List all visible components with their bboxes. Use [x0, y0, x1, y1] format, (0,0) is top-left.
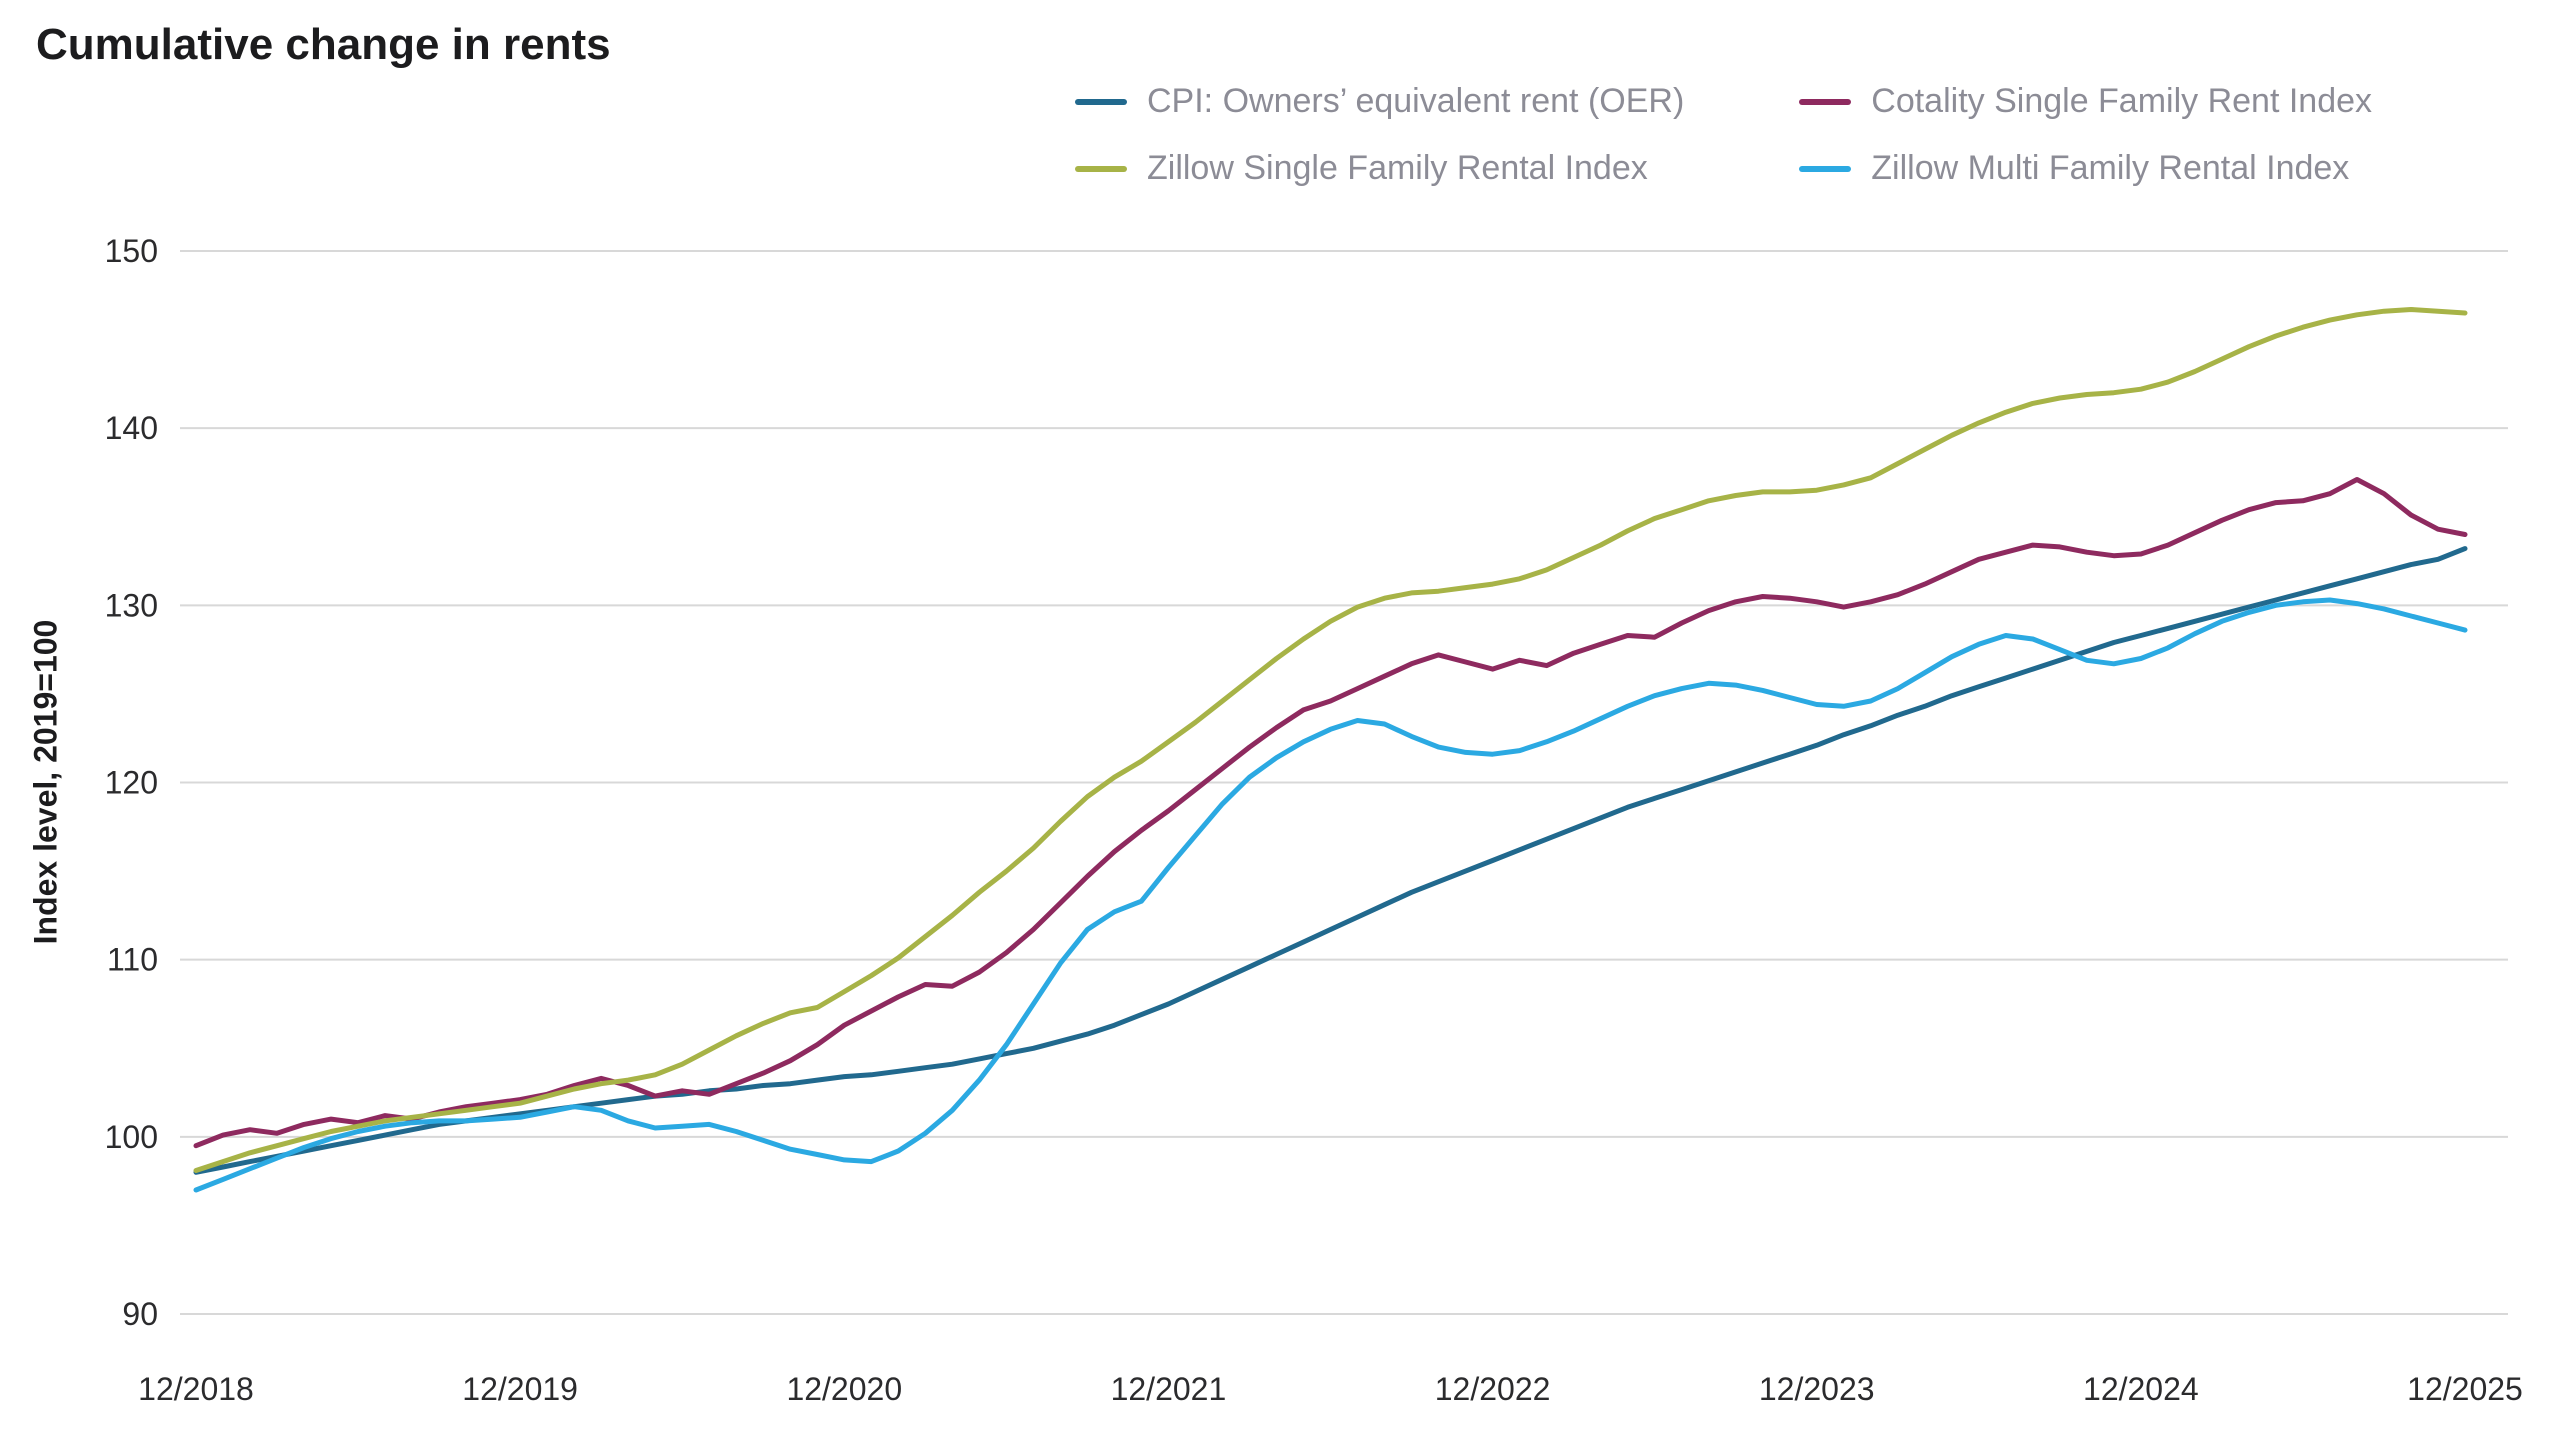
x-tick-label: 12/2022 [1435, 1371, 1551, 1407]
x-tick-label: 12/2019 [462, 1371, 578, 1407]
legend-item-3: Zillow Multi Family Rental Index [1799, 149, 2372, 188]
y-tick-label: 150 [105, 233, 158, 269]
x-tick-label: 12/2024 [2083, 1371, 2199, 1407]
legend-item-1: Cotality Single Family Rent Index [1799, 82, 2372, 121]
legend-label: Cotality Single Family Rent Index [1871, 82, 2373, 120]
series-line-3 [193, 597, 2468, 1193]
legend-line-swatch [1799, 165, 1852, 172]
x-tick-label: 12/2023 [1759, 1371, 1875, 1407]
y-tick-label: 90 [122, 1296, 158, 1332]
legend-line-swatch [1075, 98, 1127, 105]
chart-title: Cumulative change in rents [36, 20, 611, 69]
y-tick-label: 110 [107, 942, 158, 978]
series-line-0 [193, 546, 2468, 1175]
legend-label: CPI: Owners’ equivalent rent (OER) [1147, 82, 1685, 120]
legend-item-2: Zillow Single Family Rental Index [1075, 149, 1684, 188]
y-tick-label: 140 [105, 410, 158, 446]
legend: CPI: Owners’ equivalent rent (OER) Cotali… [1075, 82, 2372, 188]
series-line-1 [193, 477, 2468, 1149]
legend-line-swatch [1075, 165, 1127, 172]
x-tick-label: 12/2020 [786, 1371, 902, 1407]
legend-label: Zillow Multi Family Rental Index [1871, 149, 2350, 187]
y-tick-label: 130 [105, 587, 158, 623]
series-line-2 [193, 307, 2468, 1173]
x-tick-label: 12/2021 [1111, 1371, 1227, 1407]
y-tick-label: 120 [105, 765, 158, 801]
x-tick-label: 12/2025 [2407, 1371, 2523, 1407]
legend-label: Zillow Single Family Rental Index [1147, 149, 1648, 187]
legend-item-0: CPI: Owners’ equivalent rent (OER) [1075, 82, 1684, 121]
legend-line-swatch [1799, 98, 1852, 105]
y-tick-label: 100 [105, 1119, 158, 1155]
x-tick-label: 12/2018 [138, 1371, 254, 1407]
